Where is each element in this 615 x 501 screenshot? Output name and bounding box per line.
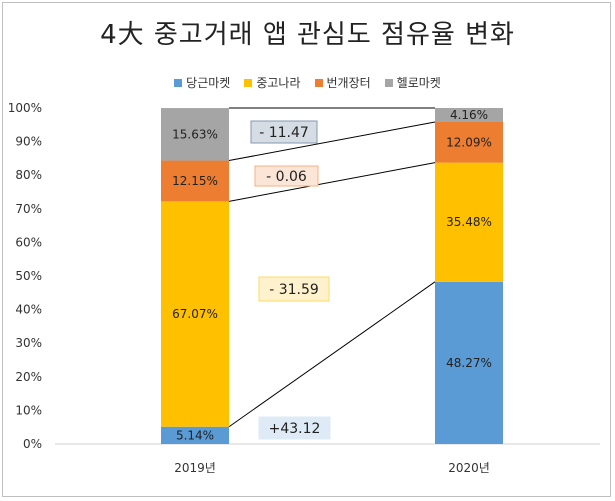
y-tick-label: 30% [15,336,42,350]
segment-label: 67.07% [172,307,218,321]
legend-label: 헬로마켓 [396,76,441,90]
y-tick-label: 20% [15,370,42,384]
y-tick-label: 50% [15,269,42,283]
change-annotation-box [258,416,331,440]
y-tick-label: 10% [15,403,42,417]
segment-label: 12.15% [172,174,218,188]
bar-segment [435,108,503,122]
legend-label: 중고나라 [256,76,301,90]
y-tick-label: 40% [15,303,42,317]
change-annotation-label: - 0.06 [266,169,307,185]
segment-label: 35.48% [446,215,492,229]
connector-line [228,121,436,162]
segment-label: 48.27% [446,356,492,370]
change-annotation-box [254,165,319,187]
chart-legend: 당근마켓 중고나라 번개장터 헬로마켓 [0,74,615,91]
y-tick-label: 60% [15,235,42,249]
legend-swatch [384,78,393,87]
chart-title: 4大 중고거래 앱 관심도 점유율 변화 [100,20,515,50]
legend-label: 당근마켓 [186,76,231,90]
legend-swatch [174,78,183,87]
legend-label: 번개장터 [326,76,371,90]
bar-segment [435,162,503,282]
change-annotation-label: - 11.47 [259,125,309,141]
legend-item: 당근마켓 [174,74,230,91]
bar-segment [161,108,229,161]
bar-segment [161,426,229,444]
y-tick-label: 90% [15,135,42,149]
segment-label: 5.14% [176,428,214,442]
legend-item: 헬로마켓 [384,74,441,91]
y-tick-label: 80% [15,168,42,182]
segment-label: 12.09% [446,135,492,149]
legend-swatch [314,78,323,87]
change-annotation-box [258,276,330,302]
bar-segment [435,121,503,163]
bar-segment [161,160,229,202]
y-tick-label: 0% [23,437,42,451]
connector-line [228,162,436,202]
chart-frame [2,2,611,497]
x-tick-label: 2019년 [174,461,216,475]
change-annotation-box [250,120,318,144]
segment-label: 15.63% [172,127,218,141]
bar-segment [161,201,229,427]
legend-item: 번개장터 [314,74,371,91]
change-annotation-label: - 31.59 [269,282,319,298]
connector-line [228,281,436,428]
x-tick-label: 2020년 [448,461,490,475]
y-tick-label: 100% [8,101,42,115]
change-annotation-label: +43.12 [269,421,321,437]
y-tick-label: 70% [15,202,42,216]
legend-item: 중고나라 [244,74,301,91]
legend-swatch [244,78,253,87]
bar-segment [435,281,503,444]
segment-label: 4.16% [450,108,488,122]
